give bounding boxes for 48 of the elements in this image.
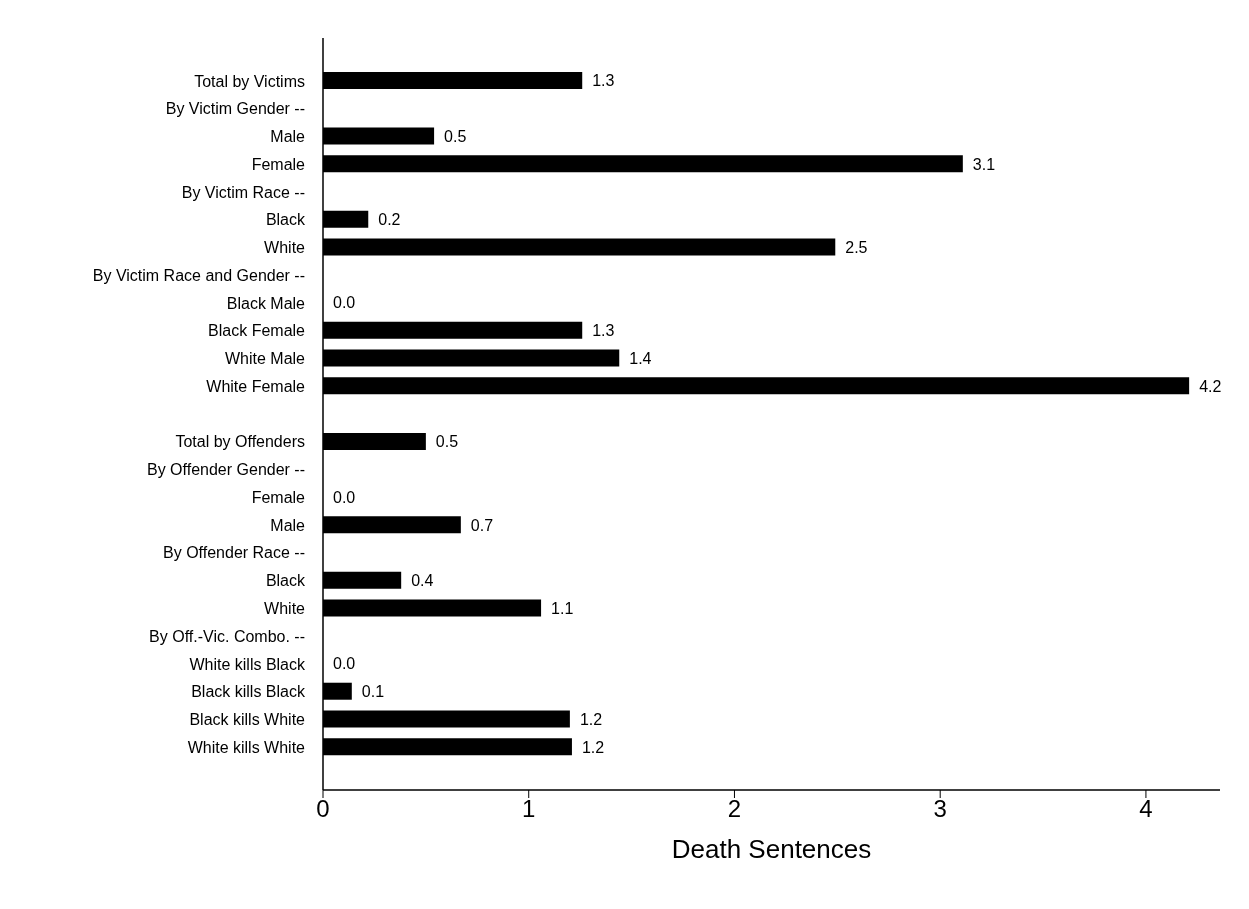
data-label: 1.3 [592,322,615,340]
y-tick-label: By Victim Gender -- [165,100,305,118]
data-label: 1.4 [629,349,652,367]
y-tick-label: By Victim Race and Gender -- [92,266,305,284]
x-axis-title: Death Sentences [671,834,872,864]
data-label: 4.2 [1199,377,1222,395]
data-label: 1.1 [551,599,574,617]
y-tick-label: Total by Offenders [175,433,305,451]
x-tick-label: 4 [1139,795,1153,823]
y-tick-label: White Male [224,350,306,368]
y-tick-label: Female [251,155,306,173]
y-tick-label: Female [251,488,306,506]
data-label: 0.2 [378,211,401,229]
x-tick-label: 2 [727,795,742,823]
y-tick-label: Black Male [226,294,306,312]
data-label: 1.2 [579,710,603,728]
y-tick-label: Total by Victims [194,72,305,90]
y-tick-label: Black [265,572,306,590]
data-label: 0.5 [435,433,459,451]
y-tick-label: White Female [206,377,306,395]
data-label: 1.3 [592,72,615,90]
data-label: 0.5 [444,127,467,145]
data-label: 0.0 [333,294,356,312]
y-tick-label: Black [265,211,306,229]
data-label: 0.0 [333,488,356,506]
data-label: 0.0 [333,655,356,673]
y-tick-label: Black kills Black [191,683,306,701]
data-label: 2.5 [845,238,868,256]
data-label: 0.1 [361,683,385,701]
data-label: 0.4 [411,572,434,590]
y-tick-label: White [264,600,306,617]
y-tick-label: White kills White [187,738,306,756]
y-tick-label: Black kills White [189,711,306,729]
data-label: 0.7 [470,516,494,534]
y-tick-label: Male [270,516,306,534]
y-tick-label: White [264,239,306,257]
data-label: 3.1 [972,155,996,173]
y-tick-label: By Offender Gender -- [147,461,305,479]
y-tick-label: By Off.-Vic. Combo. -- [149,627,305,645]
x-tick-label: 0 [316,795,330,823]
y-tick-label: Male [270,128,306,146]
y-tick-label: By Victim Race -- [181,183,305,201]
y-tick-label: Black Female [208,322,306,340]
y-tick-label: White kills Black [189,655,306,673]
x-tick-label: 3 [933,795,947,823]
x-tick-label: 1 [522,795,536,823]
data-label: 1.2 [581,738,605,756]
y-tick-label: By Offender Race -- [163,544,305,562]
